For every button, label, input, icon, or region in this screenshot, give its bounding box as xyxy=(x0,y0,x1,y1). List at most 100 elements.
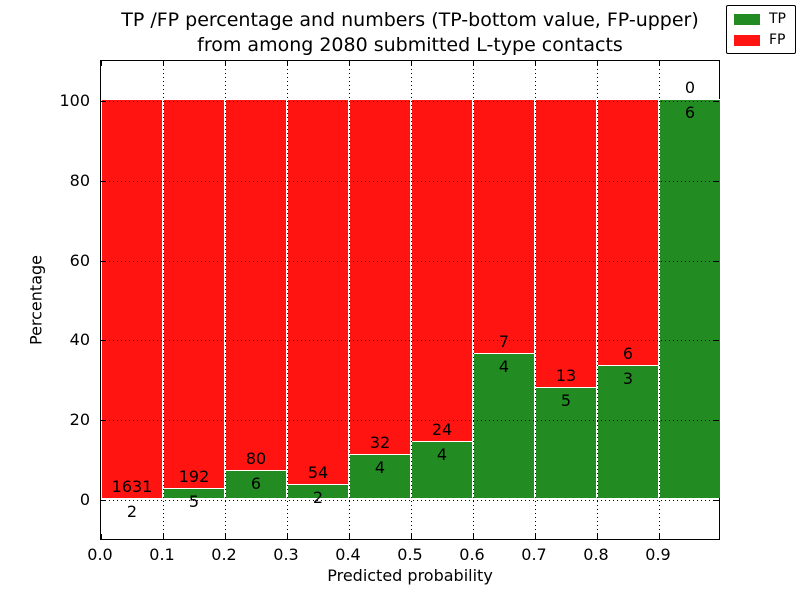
chart-title-line1: TP /FP percentage and numbers (TP-bottom… xyxy=(121,9,699,31)
chart-title: TP /FP percentage and numbers (TP-bottom… xyxy=(100,8,720,58)
tp-segment xyxy=(225,470,287,498)
y-tick-mark xyxy=(101,101,106,102)
bar-0.1-0.2 xyxy=(163,99,225,498)
x-tick-mark xyxy=(411,534,412,539)
fp-count-label: 32 xyxy=(369,432,391,452)
vertical-gridline xyxy=(287,61,288,539)
legend-item-tp: TP xyxy=(734,12,786,26)
tp-count-label: 6 xyxy=(684,103,696,122)
x-tick-mark xyxy=(287,534,288,539)
bar-0.6-0.7 xyxy=(473,99,535,498)
legend-item-fp: FP xyxy=(734,33,786,47)
fp-segment xyxy=(101,99,163,498)
vertical-gridline xyxy=(163,61,164,539)
y-tick-mark xyxy=(101,500,106,501)
vertical-gridline xyxy=(659,61,660,539)
fp-count-label: 54 xyxy=(307,462,329,482)
y-tick-label: 0 xyxy=(79,490,90,509)
y-tick-mark xyxy=(714,500,719,501)
chart-title-line2: from among 2080 submitted L-type contact… xyxy=(197,34,623,56)
y-tick-mark xyxy=(714,260,719,262)
fp-count-label: 7 xyxy=(498,331,510,351)
x-tick-label: 0.3 xyxy=(273,545,299,564)
horizontal-gridline xyxy=(101,420,719,422)
tp-count-label: 2 xyxy=(126,501,138,521)
vertical-gridline xyxy=(225,61,226,539)
tp-segment xyxy=(535,387,597,498)
x-tick-mark xyxy=(535,534,536,539)
vertical-gridline xyxy=(349,61,350,539)
fp-count-label: 24 xyxy=(431,420,453,439)
x-tick-mark xyxy=(597,534,598,539)
tp-count-label: 5 xyxy=(188,491,200,511)
tp-count-label: 3 xyxy=(622,369,634,388)
fp-segment xyxy=(535,99,597,388)
fp-segment xyxy=(287,99,349,484)
vertical-gridline xyxy=(535,61,536,539)
bar-0.2-0.3 xyxy=(225,99,287,498)
horizontal-gridline xyxy=(101,101,719,102)
y-tick-mark xyxy=(101,340,106,342)
x-tick-label: 0.9 xyxy=(645,545,671,564)
y-tick-mark xyxy=(714,180,719,182)
x-tick-mark xyxy=(163,61,164,66)
y-tick-label: 40 xyxy=(69,330,90,350)
y-axis-label: Percentage xyxy=(26,254,46,346)
vertical-gridline xyxy=(597,61,598,539)
fp-segment xyxy=(349,99,411,454)
tp-count-label: 4 xyxy=(436,445,448,464)
y-tick-label: 80 xyxy=(69,170,90,190)
bar-0.0-0.1 xyxy=(101,99,163,498)
fp-count-label: 6 xyxy=(622,344,634,363)
x-tick-label: 0.6 xyxy=(459,545,485,564)
x-tick-label: 0.7 xyxy=(521,545,547,564)
y-tick-mark xyxy=(101,420,106,422)
fp-segment xyxy=(163,99,225,488)
y-tick-label: 60 xyxy=(69,250,90,270)
tp-segment xyxy=(659,99,721,498)
y-tick-label: 100 xyxy=(59,91,90,110)
x-tick-mark xyxy=(659,534,660,539)
vertical-gridline xyxy=(411,61,412,539)
tp-segment xyxy=(349,453,411,498)
x-tick-mark xyxy=(535,61,536,66)
x-tick-mark xyxy=(101,534,102,539)
fp-count-label: 13 xyxy=(555,366,577,386)
vertical-gridline xyxy=(473,61,474,539)
legend-label-tp: TP xyxy=(769,11,786,27)
tp-swatch-icon xyxy=(734,13,760,25)
fp-segment xyxy=(225,99,287,471)
fp-segment xyxy=(473,99,535,353)
x-tick-label: 0.0 xyxy=(87,545,113,564)
x-tick-label: 0.4 xyxy=(335,545,361,564)
bar-0.5-0.6 xyxy=(411,99,473,498)
bar-0.4-0.5 xyxy=(349,99,411,498)
x-tick-mark xyxy=(101,61,102,66)
tp-count-label: 4 xyxy=(498,356,510,376)
x-tick-label: 0.5 xyxy=(397,545,423,564)
legend: TP FP xyxy=(726,5,796,54)
fp-segment xyxy=(597,99,659,365)
fp-count-label: 0 xyxy=(684,78,696,97)
bar-0.9-1.0 xyxy=(659,99,721,498)
y-tick-mark xyxy=(101,180,106,182)
fp-segment xyxy=(411,99,473,441)
x-tick-label: 0.2 xyxy=(211,545,237,564)
x-tick-mark xyxy=(225,61,226,66)
tp-count-label: 2 xyxy=(312,487,324,507)
fp-swatch-icon xyxy=(734,34,760,46)
tp-count-label: 6 xyxy=(250,474,262,494)
fp-count-label: 80 xyxy=(245,449,267,469)
y-tick-mark xyxy=(101,260,106,262)
x-tick-mark xyxy=(287,61,288,66)
x-tick-mark xyxy=(659,61,660,66)
y-tick-label: 20 xyxy=(69,410,90,430)
x-tick-mark xyxy=(473,61,474,66)
bar-0.3-0.4 xyxy=(287,99,349,498)
horizontal-gridline xyxy=(101,180,719,182)
x-tick-mark xyxy=(349,534,350,539)
horizontal-gridline xyxy=(101,260,719,262)
x-tick-mark xyxy=(597,61,598,66)
x-tick-label: 0.8 xyxy=(583,545,609,564)
